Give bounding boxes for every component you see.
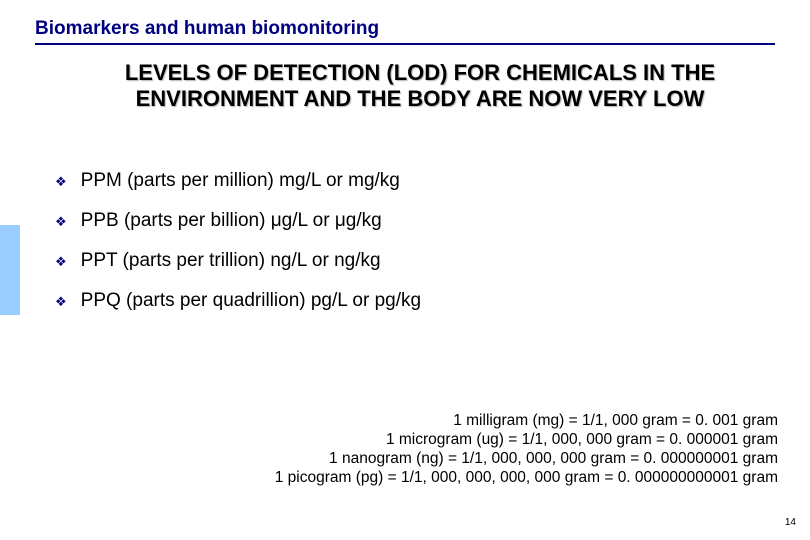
unit-conversions: 1 milligram (mg) = 1/1, 000 gram = 0. 00…	[275, 412, 778, 488]
side-accent-bar	[0, 225, 20, 315]
diamond-bullet-icon: ❖	[55, 254, 67, 270]
bullet-list: ❖ PPM (parts per million) mg/L or mg/kg …	[55, 170, 780, 330]
diamond-bullet-icon: ❖	[55, 294, 67, 310]
conversion-line: 1 milligram (mg) = 1/1, 000 gram = 0. 00…	[275, 412, 778, 431]
bullet-text: PPB (parts per billion) μg/L or μg/kg	[81, 210, 382, 232]
conversion-line: 1 nanogram (ng) = 1/1, 000, 000, 000 gra…	[275, 450, 778, 469]
bullet-text: PPT (parts per trillion) ng/L or ng/kg	[81, 250, 381, 272]
diamond-bullet-icon: ❖	[55, 174, 67, 190]
list-item: ❖ PPQ (parts per quadrillion) pg/L or pg…	[55, 290, 780, 312]
diamond-bullet-icon: ❖	[55, 214, 67, 230]
main-title: LEVELS OF DETECTION (LOD) FOR CHEMICALS …	[60, 60, 780, 112]
bullet-text: PPM (parts per million) mg/L or mg/kg	[81, 170, 400, 192]
list-item: ❖ PPM (parts per million) mg/L or mg/kg	[55, 170, 780, 192]
list-item: ❖ PPB (parts per billion) μg/L or μg/kg	[55, 210, 780, 232]
list-item: ❖ PPT (parts per trillion) ng/L or ng/kg	[55, 250, 780, 272]
conversion-line: 1 picogram (pg) = 1/1, 000, 000, 000, 00…	[275, 469, 778, 488]
slide-header: Biomarkers and human biomonitoring	[35, 18, 775, 45]
bullet-text: PPQ (parts per quadrillion) pg/L or pg/k…	[81, 290, 421, 312]
page-number: 14	[785, 517, 796, 528]
conversion-line: 1 microgram (ug) = 1/1, 000, 000 gram = …	[275, 431, 778, 450]
